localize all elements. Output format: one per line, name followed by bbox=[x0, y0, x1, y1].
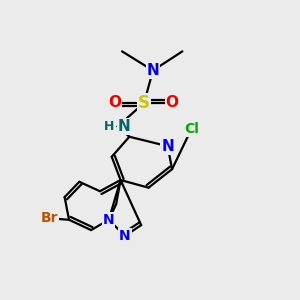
Text: N: N bbox=[147, 63, 159, 78]
Text: N: N bbox=[119, 229, 131, 243]
Text: H: H bbox=[104, 120, 115, 133]
Text: S: S bbox=[138, 94, 150, 112]
Text: Br: Br bbox=[41, 211, 58, 225]
Text: Cl: Cl bbox=[184, 122, 199, 136]
Text: N: N bbox=[117, 119, 130, 134]
Text: O: O bbox=[166, 95, 178, 110]
Text: N: N bbox=[161, 139, 174, 154]
Text: O: O bbox=[108, 95, 121, 110]
Text: N: N bbox=[103, 213, 115, 227]
